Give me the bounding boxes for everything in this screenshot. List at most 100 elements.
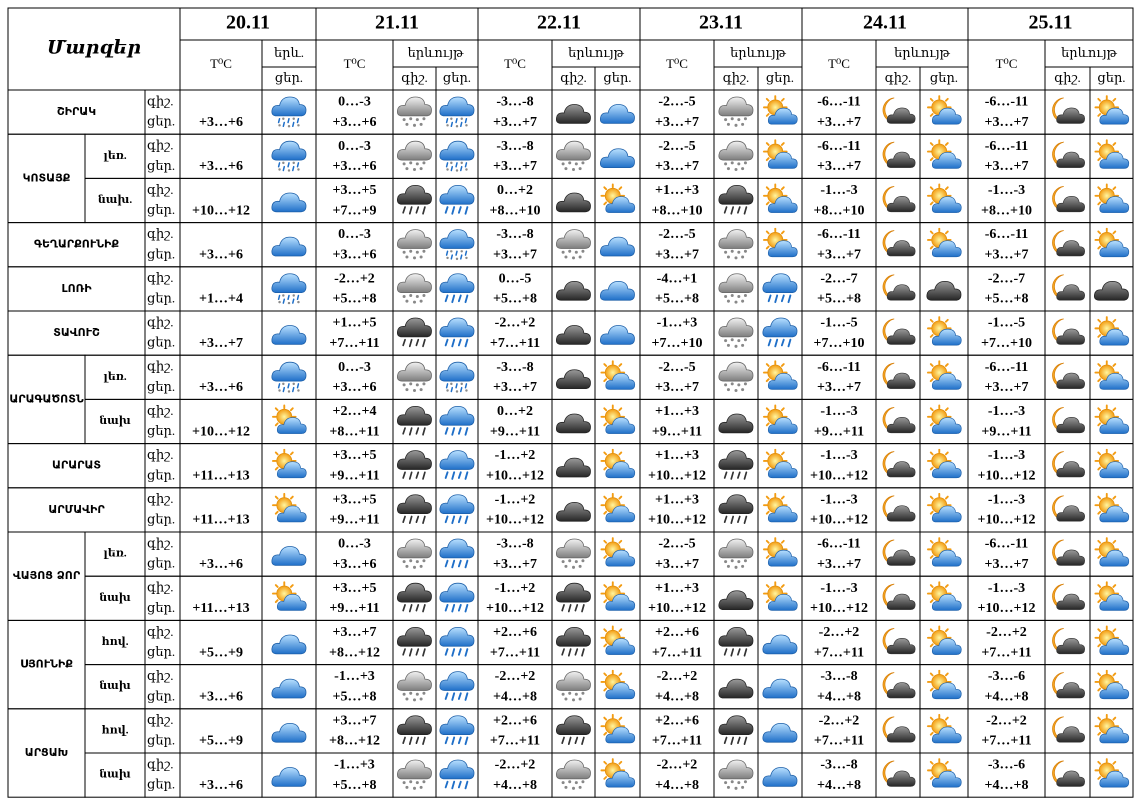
day-temperature: +9…+11 [329,469,379,484]
zone-name: նախ [99,680,131,692]
weather-icon [272,723,306,742]
weather-icon [1052,319,1084,344]
weather-icon [1052,275,1084,300]
region-name: ԳԵՂԱՐՔՈՒՆԻՔ [34,238,119,251]
night-temperature: -1…-3 [820,492,857,507]
night-temperature: -1…-3 [988,404,1025,419]
day-temperature: +9…+11 [981,424,1031,439]
day-temperature: +7…+11 [329,336,379,351]
night-temperature: -2…-5 [658,139,695,154]
day-label: ցեր. [147,511,175,526]
weather-icon [928,759,961,787]
weather-icon [1095,184,1128,212]
region-name: ԼՈՌԻ [61,282,92,295]
weather-icon [397,716,431,744]
region-name: ՇԻՐԱԿ [57,105,96,118]
night-label: գիշ. [147,756,174,771]
day-temperature: +3…+7 [493,115,537,130]
day-temperature: +3…+6 [333,248,377,263]
weather-icon [397,406,431,434]
weather-icon [1052,540,1084,565]
weather-icon [928,140,961,168]
day-temperature: +8…+10 [652,203,703,218]
night-temperature: -6…-11 [985,95,1029,110]
day-temperature: +10…+12 [486,513,544,528]
night-temperature: +3…+7 [333,625,377,640]
weather-icon [719,591,753,610]
phenomenon-header: երևույթ [894,45,951,60]
day-header: ցեր. [443,70,471,85]
day-temperature: +11…+13 [192,469,249,484]
weather-icon [556,370,590,389]
night-temperature: -3…-8 [496,537,533,552]
day-label: ցեր. [147,556,175,571]
weather-icon [1095,361,1128,389]
weather-icon [928,317,961,345]
night-temperature: -6…-11 [817,95,861,110]
night-header: գիշ. [560,70,587,85]
weather-icon [440,185,474,213]
weather-icon [440,97,474,128]
night-temperature: +3…+5 [333,183,377,198]
night-temperature: -1…+2 [495,492,536,507]
day-temperature: +4…+8 [655,690,699,705]
day-temperature: +3…+6 [333,380,377,395]
night-temperature: 0…+2 [497,404,533,419]
weather-icon [719,716,753,744]
day-temperature: +8…+11 [329,424,379,439]
weather-icon [928,450,961,478]
region-name: ԱՐԱԳԱԾՈՏՆ [9,392,84,405]
night-temperature: -2…+2 [986,625,1027,640]
night-temperature: -2…-5 [658,95,695,110]
night-label: գիշ. [147,403,174,418]
weather-icon [601,361,634,389]
day-label: ցեր. [147,335,175,350]
weather-icon [764,582,797,610]
date-header: 23.11 [699,12,743,34]
night-temperature: -1…-3 [988,448,1025,463]
night-temperature: -1…-3 [988,183,1025,198]
weather-icon [397,672,431,702]
weather-icon [272,193,306,212]
weather-icon [883,717,915,742]
night-header: գիշ. [723,70,750,85]
night-temperature: -1…-3 [820,448,857,463]
weather-icon [883,673,915,698]
day-temperature: +3…+7 [817,115,861,130]
day-temperature: +3…+7 [817,159,861,174]
weather-icon [928,626,961,654]
night-temperature: -4…+1 [657,271,698,286]
weather-icon [397,230,431,260]
night-temperature: -1…-5 [820,316,857,331]
weather-icon [272,141,306,172]
phenomenon-header: երևույթ [408,45,465,60]
weather-icon [272,274,306,305]
weather-icon [397,362,431,392]
night-temperature: -6…-11 [985,227,1029,242]
weather-icon [763,318,797,346]
weather-icon [601,184,634,212]
day-temperature: +3…+7 [985,248,1029,263]
weather-icon [556,458,590,477]
weather-icon [556,141,590,171]
weather-icon [556,502,590,521]
weather-icon [397,495,431,523]
weather-icon [601,671,634,699]
weather-icon [1052,231,1084,256]
night-temperature: -1…-3 [820,581,857,596]
weather-icon [440,318,474,346]
night-temperature: +2…+6 [493,625,537,640]
weather-icon [601,626,634,654]
weather-icon [763,679,797,698]
day-temperature: +10…+12 [978,469,1036,484]
night-temperature: -1…+3 [334,758,375,773]
day-temperature: +9…+11 [490,424,540,439]
day-temperature: +9…+11 [814,424,864,439]
weather-icon [272,768,306,787]
weather-icon [397,539,431,569]
weather-icon [928,671,961,699]
night-temperature: -3…-6 [988,669,1025,684]
night-temperature: -2…-5 [658,537,695,552]
night-temperature: -6…-11 [817,227,861,242]
